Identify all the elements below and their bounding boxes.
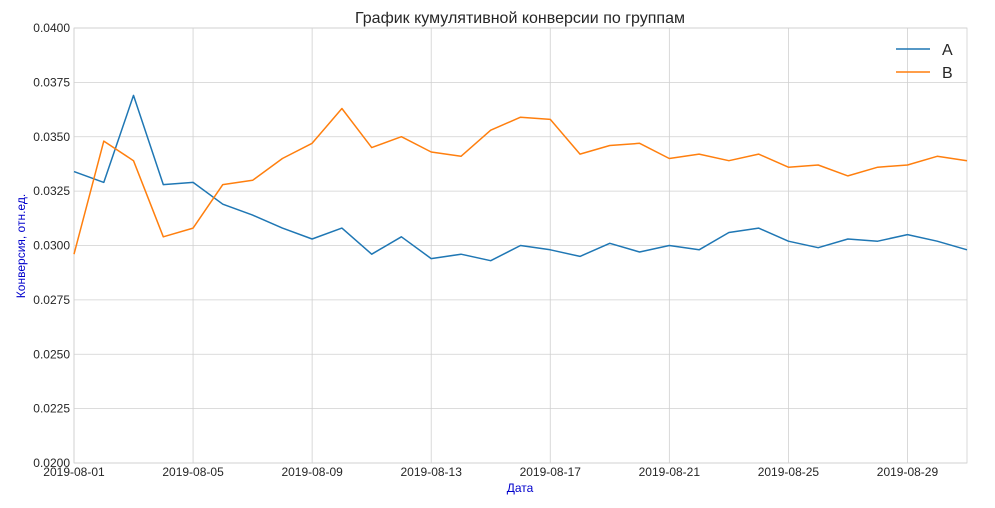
x-tick-label: 2019-08-01 <box>43 465 105 479</box>
x-tick-label: 2019-08-21 <box>639 465 701 479</box>
legend: AB <box>896 42 953 82</box>
series-lines <box>73 94 968 262</box>
x-tick-label: 2019-08-13 <box>401 465 463 479</box>
y-tick-label: 0.0400 <box>33 21 70 35</box>
x-tick-label: 2019-08-09 <box>281 465 343 479</box>
chart-title: График кумулятивной конверсии по группам <box>355 10 685 27</box>
series-line-B <box>73 107 968 255</box>
plot-frame <box>73 27 968 464</box>
y-tick-label: 0.0325 <box>33 184 70 198</box>
y-tick-labels: 0.0200 0.0225 0.0250 0.0275 0.0300 0.0325 0.03… <box>33 21 70 470</box>
y-tick-label: 0.0200 <box>33 456 70 470</box>
x-tick-label: 2019-08-17 <box>520 465 582 479</box>
y-tick-label: 0.0350 <box>33 130 70 144</box>
y-tick-label: 0.0275 <box>33 293 70 307</box>
x-tick-label: 2019-08-25 <box>758 465 820 479</box>
y-tick-label: 0.0250 <box>33 347 70 361</box>
x-tick-labels: 2019-08-01 2019-08-05 2019-08-09 2019-08-13… <box>43 465 938 479</box>
x-tick-label: 2019-08-05 <box>162 465 224 479</box>
x-tick-label: 2019-08-29 <box>877 465 939 479</box>
y-tick-label: 0.0300 <box>33 239 70 253</box>
y-tick-label: 0.0375 <box>33 75 70 89</box>
y-axis-label: Конверсия, отн.ед. <box>14 194 28 298</box>
series-line-A <box>73 94 968 262</box>
legend-label-A: A <box>942 42 953 59</box>
legend-label-B: B <box>942 65 953 82</box>
x-axis-label: Дата <box>507 481 534 495</box>
y-tick-label: 0.0225 <box>33 402 70 416</box>
